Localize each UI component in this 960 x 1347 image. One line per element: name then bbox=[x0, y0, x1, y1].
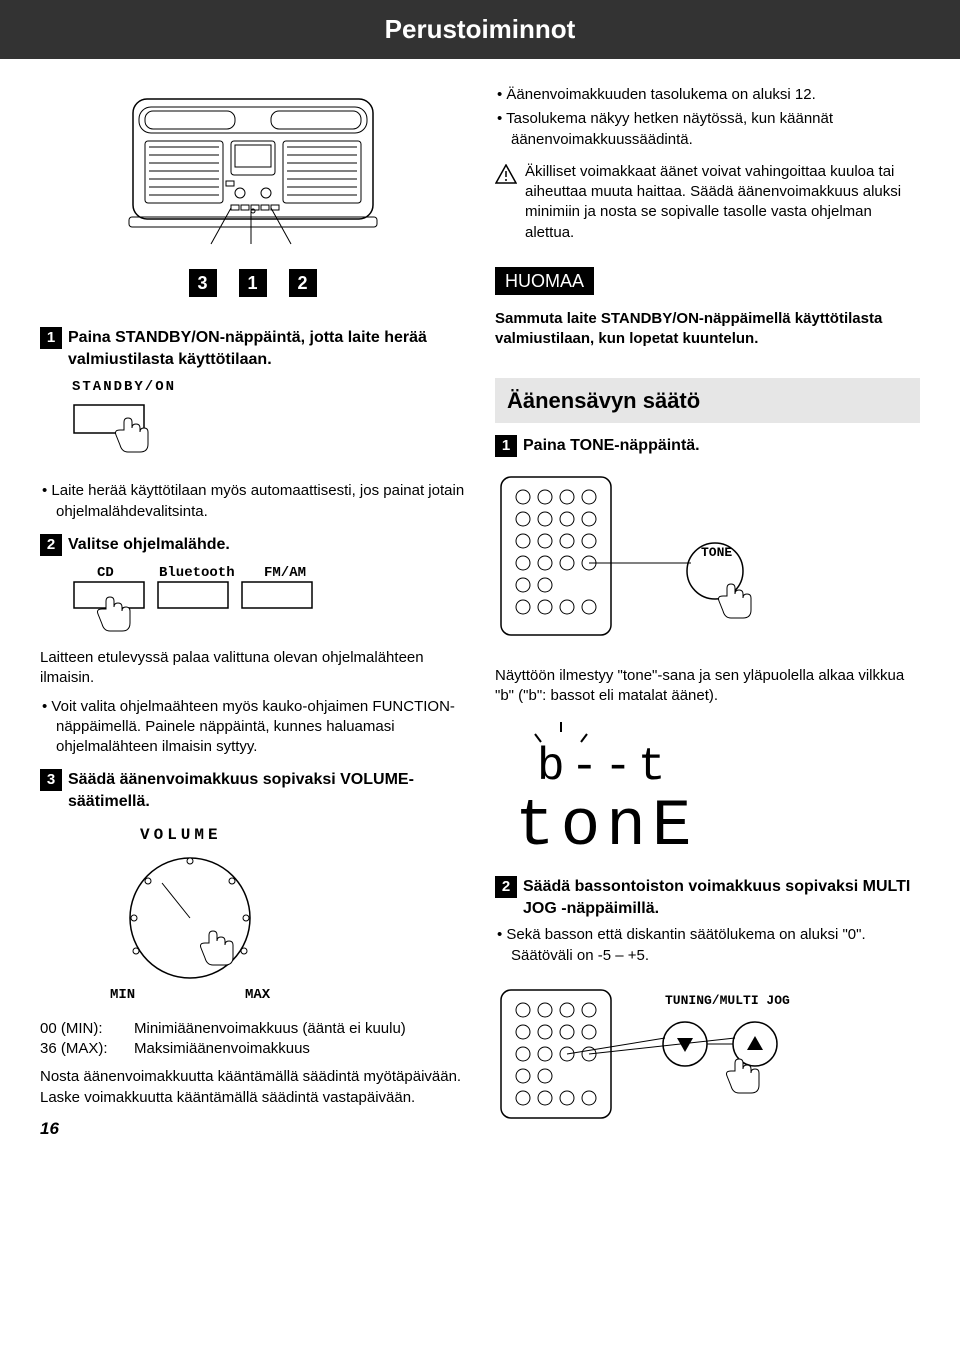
tone-step-1-text: Paina TONE-näppäintä. bbox=[523, 435, 700, 457]
warning-icon bbox=[495, 164, 517, 184]
volume-dial-figure: VOLUME MIN M bbox=[80, 823, 465, 1009]
tone-step-2-text: Säädä bassontoiston voimakkuus sopivaksi… bbox=[523, 876, 920, 919]
volume-levels-table: 00 (MIN): Minimiäänenvoimakkuus (ääntä e… bbox=[40, 1019, 465, 1060]
jog-label: TUNING/MULTI JOG bbox=[665, 993, 790, 1008]
note-text: Sammuta laite STANDBY/ON-näppäimellä käy… bbox=[495, 309, 920, 350]
step-3-num: 3 bbox=[40, 769, 62, 791]
page-title: Perustoiminnot bbox=[0, 0, 960, 59]
page-number: 16 bbox=[40, 1118, 465, 1141]
seg-b-text: b--t bbox=[537, 741, 671, 793]
step-3-text: Säädä äänenvoimakkuus sopivaksi VOLUME-s… bbox=[68, 769, 465, 812]
standby-button-figure: STANDBY/ON bbox=[72, 378, 465, 463]
volume-direction-para: Nosta äänenvoimakkuutta kääntämällä sääd… bbox=[40, 1067, 465, 1108]
right-column: Äänenvoimakkuuden tasolukema on aluksi 1… bbox=[495, 79, 920, 1141]
tone-step-2-bullet: Sekä basson että diskantin säätölukema o… bbox=[511, 925, 920, 966]
bullet-default-12: Äänenvoimakkuuden tasolukema on aluksi 1… bbox=[511, 85, 920, 105]
tone-para: Näyttöön ilmestyy "tone"-sana ja sen ylä… bbox=[495, 666, 920, 707]
volume-label: VOLUME bbox=[140, 826, 222, 844]
remote-tone-figure: TONE bbox=[495, 471, 795, 641]
volume-max: MAX bbox=[245, 987, 271, 1003]
step-1-num: 1 bbox=[40, 327, 62, 349]
remote-jog-figure: TUNING/MULTI JOG bbox=[495, 984, 825, 1124]
step-1: 1 Paina STANDBY/ON-näppäintä, jotta lait… bbox=[40, 327, 465, 370]
vol-max-key: 36 (MAX): bbox=[40, 1039, 126, 1059]
tone-seg-display: b--t tonE bbox=[495, 714, 795, 864]
step-2-num: 2 bbox=[40, 534, 62, 556]
source-buttons-figure: CD Bluetooth FM/AM bbox=[72, 562, 465, 638]
src-bt-label: Bluetooth bbox=[159, 565, 235, 581]
tone-btn-label: TONE bbox=[701, 545, 732, 560]
src-cd-label: CD bbox=[97, 565, 114, 581]
tone-step-2: 2 Säädä bassontoiston voimakkuus sopivak… bbox=[495, 876, 920, 919]
warning-block: Äkilliset voimakkaat äänet voivat vahing… bbox=[495, 162, 920, 243]
seg-tone-text: tonE bbox=[515, 789, 697, 864]
step-1-text: Paina STANDBY/ON-näppäintä, jotta laite … bbox=[68, 327, 465, 370]
bullet-level-display: Tasolukema näkyy hetken näytössä, kun kä… bbox=[511, 109, 920, 150]
step-3: 3 Säädä äänenvoimakkuus sopivaksi VOLUME… bbox=[40, 769, 465, 812]
callout-1: 1 bbox=[239, 269, 267, 297]
callout-2: 2 bbox=[289, 269, 317, 297]
tone-step-1-num: 1 bbox=[495, 435, 517, 457]
vol-min-val: Minimiäänenvoimakkuus (ääntä ei kuulu) bbox=[134, 1019, 406, 1039]
callout-3: 3 bbox=[189, 269, 217, 297]
src-fmam-label: FM/AM bbox=[264, 565, 306, 581]
step-2-text: Valitse ohjelmalähde. bbox=[68, 534, 230, 556]
device-illustration bbox=[123, 89, 383, 259]
note-badge: HUOMAA bbox=[495, 267, 594, 295]
bullet-auto-wake: Laite herää käyttötilaan myös automaatti… bbox=[56, 481, 465, 522]
indicator-intro: Laitteen etulevyssä palaa valittuna olev… bbox=[40, 648, 465, 689]
standby-label: STANDBY/ON bbox=[72, 378, 465, 397]
vol-max-val: Maksimiäänenvoimakkuus bbox=[134, 1039, 310, 1059]
tone-step-2-num: 2 bbox=[495, 876, 517, 898]
vol-min-key: 00 (MIN): bbox=[40, 1019, 126, 1039]
volume-min: MIN bbox=[110, 987, 135, 1003]
tone-step-1: 1 Paina TONE-näppäintä. bbox=[495, 435, 920, 457]
indicator-bullet: Voit valita ohjelmaähteen myös kauko-ohj… bbox=[56, 697, 465, 758]
tone-section-heading: Äänensävyn säätö bbox=[495, 378, 920, 424]
warning-text: Äkilliset voimakkaat äänet voivat vahing… bbox=[525, 162, 920, 243]
step-2: 2 Valitse ohjelmalähde. bbox=[40, 534, 465, 556]
left-column: 3 1 2 1 Paina STANDBY/ON-näppäintä, jott… bbox=[40, 79, 465, 1141]
device-callouts: 3 1 2 bbox=[40, 269, 465, 297]
